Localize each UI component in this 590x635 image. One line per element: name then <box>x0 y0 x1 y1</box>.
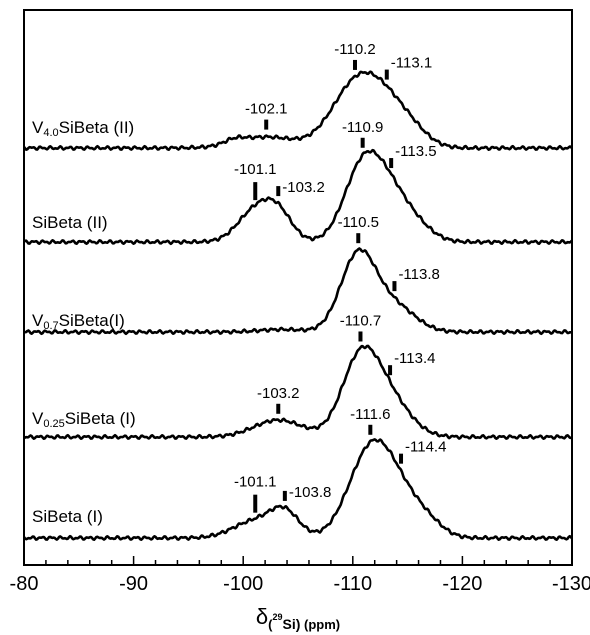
peak-label: -110.9 <box>342 119 383 136</box>
peak-marker <box>368 424 373 435</box>
sample-label: V4.0SiBeta (II) <box>32 118 134 139</box>
peak-label: -103.2 <box>257 385 300 402</box>
x-tick-label: -80 <box>10 573 39 595</box>
peak-label: -113.8 <box>398 266 439 283</box>
peak-marker <box>358 331 363 342</box>
peak-marker <box>356 233 361 244</box>
spectrum-5: -101.1 -103.8 -111.6 -114.4 SiBeta (I) <box>22 406 573 541</box>
x-axis-title-unit: (ppm) <box>300 617 340 632</box>
spectrum-line <box>23 344 573 440</box>
spectrum-3: -110.5 -113.8 V0.7SiBeta(I) <box>23 214 573 336</box>
x-axis-title-sup: 29 <box>272 612 282 622</box>
peak-label: -101.1 <box>234 474 277 491</box>
peak-marker <box>384 69 389 80</box>
peak-label: -110.2 <box>334 41 375 58</box>
peak-marker <box>264 119 269 130</box>
spectrum-line <box>22 70 574 151</box>
peak-marker <box>399 453 404 464</box>
sample-label: SiBeta (II) <box>32 213 108 232</box>
peak-marker <box>352 59 357 70</box>
sample-label: V0.25SiBeta (I) <box>32 409 136 430</box>
spectrum-4: -103.2 -110.7 -113.4 V0.25SiBeta (I) <box>23 312 573 440</box>
peak-label: -103.2 <box>282 179 325 196</box>
x-axis: -80 -90 -100 -110 -120 -130 <box>10 556 590 595</box>
x-axis-title-si: Si) <box>283 616 301 632</box>
sample-label: V0.7SiBeta(I) <box>32 311 125 332</box>
peak-marker <box>360 137 365 148</box>
x-tick-label: -130 <box>552 573 590 595</box>
x-axis-title-delta: δ <box>256 604 268 629</box>
sample-label: SiBeta (I) <box>32 507 103 526</box>
spectrum-line <box>23 148 573 246</box>
spectrum-line <box>23 247 573 336</box>
peak-label: -102.1 <box>245 101 288 118</box>
x-tick-label: -100 <box>223 573 263 595</box>
spectrum-2: -101.1 -103.2 -110.9 -113.5 SiBeta (II) <box>23 119 573 246</box>
peak-marker <box>392 281 397 292</box>
peak-label: -113.5 <box>395 143 436 160</box>
spectra-layer: -102.1-110.2-113.1V4.0SiBeta (II)-101.1-… <box>22 41 574 541</box>
x-axis-title-open: ( <box>268 617 273 632</box>
peak-marker <box>276 186 281 197</box>
x-tick-label: -110 <box>334 573 373 595</box>
peak-marker <box>253 494 258 513</box>
peak-label: -101.1 <box>234 161 277 178</box>
spectrum-line <box>22 438 573 541</box>
peak-label: -110.7 <box>340 312 381 329</box>
x-axis-title: δ(29Si) (ppm) <box>256 604 340 632</box>
peak-marker <box>388 365 393 376</box>
peak-label: -111.6 <box>350 406 390 423</box>
peak-label: -113.1 <box>391 55 432 72</box>
x-tick-label: -120 <box>442 573 482 595</box>
peak-label: -103.8 <box>289 484 332 501</box>
peak-label: -113.4 <box>394 350 435 367</box>
peak-marker <box>282 490 287 501</box>
peak-label: -110.5 <box>338 214 379 231</box>
spectrum-1: -102.1 -110.2 -113.1 V4.0SiBeta (II) <box>22 41 574 151</box>
peak-marker <box>389 158 394 169</box>
peak-marker <box>276 403 281 414</box>
x-tick-label: -90 <box>119 573 148 595</box>
peak-label: -114.4 <box>405 439 446 456</box>
peak-marker <box>253 182 258 201</box>
plot-frame <box>23 9 573 566</box>
